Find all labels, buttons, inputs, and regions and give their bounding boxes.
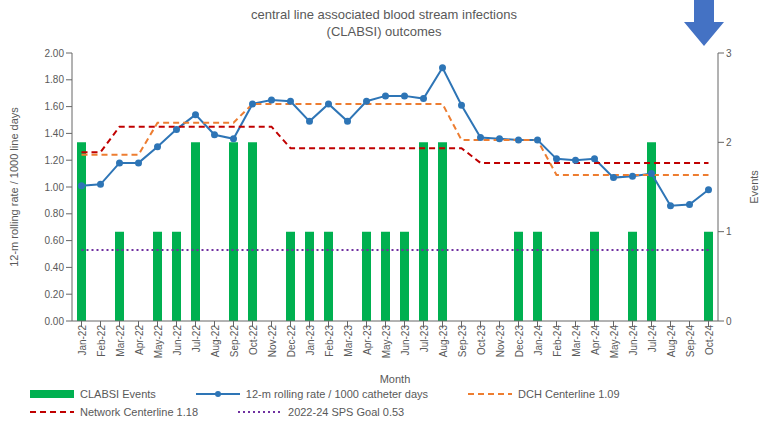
svg-text:1.60: 1.60 <box>45 101 65 112</box>
svg-text:2.00: 2.00 <box>45 48 65 59</box>
svg-text:0.00: 0.00 <box>45 316 65 327</box>
svg-text:1.40: 1.40 <box>45 128 65 139</box>
svg-text:3: 3 <box>726 48 732 59</box>
svg-text:Oct-22: Oct-22 <box>248 325 259 355</box>
svg-text:May-23: May-23 <box>381 325 392 359</box>
svg-text:May-24: May-24 <box>609 325 620 359</box>
svg-text:0.60: 0.60 <box>45 235 65 246</box>
html-text:Network Centerline 1.18: Network Centerline 1.18 <box>80 406 198 418</box>
svg-text:Jul-22: Jul-22 <box>191 325 202 353</box>
svg-text:0.40: 0.40 <box>45 262 65 273</box>
svg-text:Dec-23: Dec-23 <box>514 325 525 358</box>
svg-text:1.80: 1.80 <box>45 74 65 85</box>
svg-text:Jan-24: Jan-24 <box>533 325 544 356</box>
svg-text:Feb-23: Feb-23 <box>324 325 335 357</box>
svg-text:Nov-23: Nov-23 <box>495 325 506 358</box>
svg-text:0: 0 <box>726 316 732 327</box>
svg-text:Mar-22: Mar-22 <box>115 325 126 357</box>
svg-text:Feb-22: Feb-22 <box>96 325 107 357</box>
svg-text:1: 1 <box>726 226 732 237</box>
svg-text:Aug-24: Aug-24 <box>666 325 677 358</box>
svg-text:Mar-24: Mar-24 <box>571 325 582 357</box>
svg-text:Sep-24: Sep-24 <box>685 325 696 358</box>
svg-text:Jun-22: Jun-22 <box>172 325 183 356</box>
svg-text:1.00: 1.00 <box>45 182 65 193</box>
svg-text:Apr-24: Apr-24 <box>590 325 601 355</box>
html-text:CLABSI Events: CLABSI Events <box>80 388 156 400</box>
svg-text:Jul-23: Jul-23 <box>419 325 430 353</box>
svg-text:May-22: May-22 <box>153 325 164 359</box>
svg-text:Events: Events <box>748 170 760 204</box>
svg-text:Dec-22: Dec-22 <box>286 325 297 358</box>
svg-text:Jun-23: Jun-23 <box>400 325 411 356</box>
svg-text:Sep-22: Sep-22 <box>229 325 240 358</box>
svg-text:Oct-24: Oct-24 <box>704 325 715 355</box>
svg-text:Sep-23: Sep-23 <box>457 325 468 358</box>
svg-text:Jan-23: Jan-23 <box>305 325 316 356</box>
html-text:12-m rolling rate / 1000 cathe: 12-m rolling rate / 1000 catheter days <box>245 388 428 400</box>
html-text:central line associated blood: central line associated blood stream inf… <box>251 7 517 39</box>
svg-text:Apr-22: Apr-22 <box>134 325 145 355</box>
svg-text:Aug-23: Aug-23 <box>438 325 449 358</box>
svg-text:Feb-24: Feb-24 <box>552 325 563 357</box>
svg-text:Jan-22: Jan-22 <box>77 325 88 356</box>
svg-text:Mar-23: Mar-23 <box>343 325 354 357</box>
svg-text:Aug-22: Aug-22 <box>210 325 221 358</box>
svg-text:12-m rolling rate / 1000 line: 12-m rolling rate / 1000 line days <box>8 107 20 267</box>
svg-text:Nov-22: Nov-22 <box>267 325 278 358</box>
html-text:DCH Centerline 1.09: DCH Centerline 1.09 <box>518 388 620 400</box>
svg-text:Apr-23: Apr-23 <box>362 325 373 355</box>
html-text:2022-24 SPS Goal 0.53: 2022-24 SPS Goal 0.53 <box>288 406 405 418</box>
svg-text:0.20: 0.20 <box>45 289 65 300</box>
svg-text:0.80: 0.80 <box>45 208 65 219</box>
svg-text:Oct-23: Oct-23 <box>476 325 487 355</box>
svg-text:Month: Month <box>380 373 411 385</box>
svg-text:Jun-24: Jun-24 <box>628 325 639 356</box>
svg-text:Jul-24: Jul-24 <box>647 325 658 353</box>
svg-text:2: 2 <box>726 137 732 148</box>
svg-text:1.20: 1.20 <box>45 155 65 166</box>
